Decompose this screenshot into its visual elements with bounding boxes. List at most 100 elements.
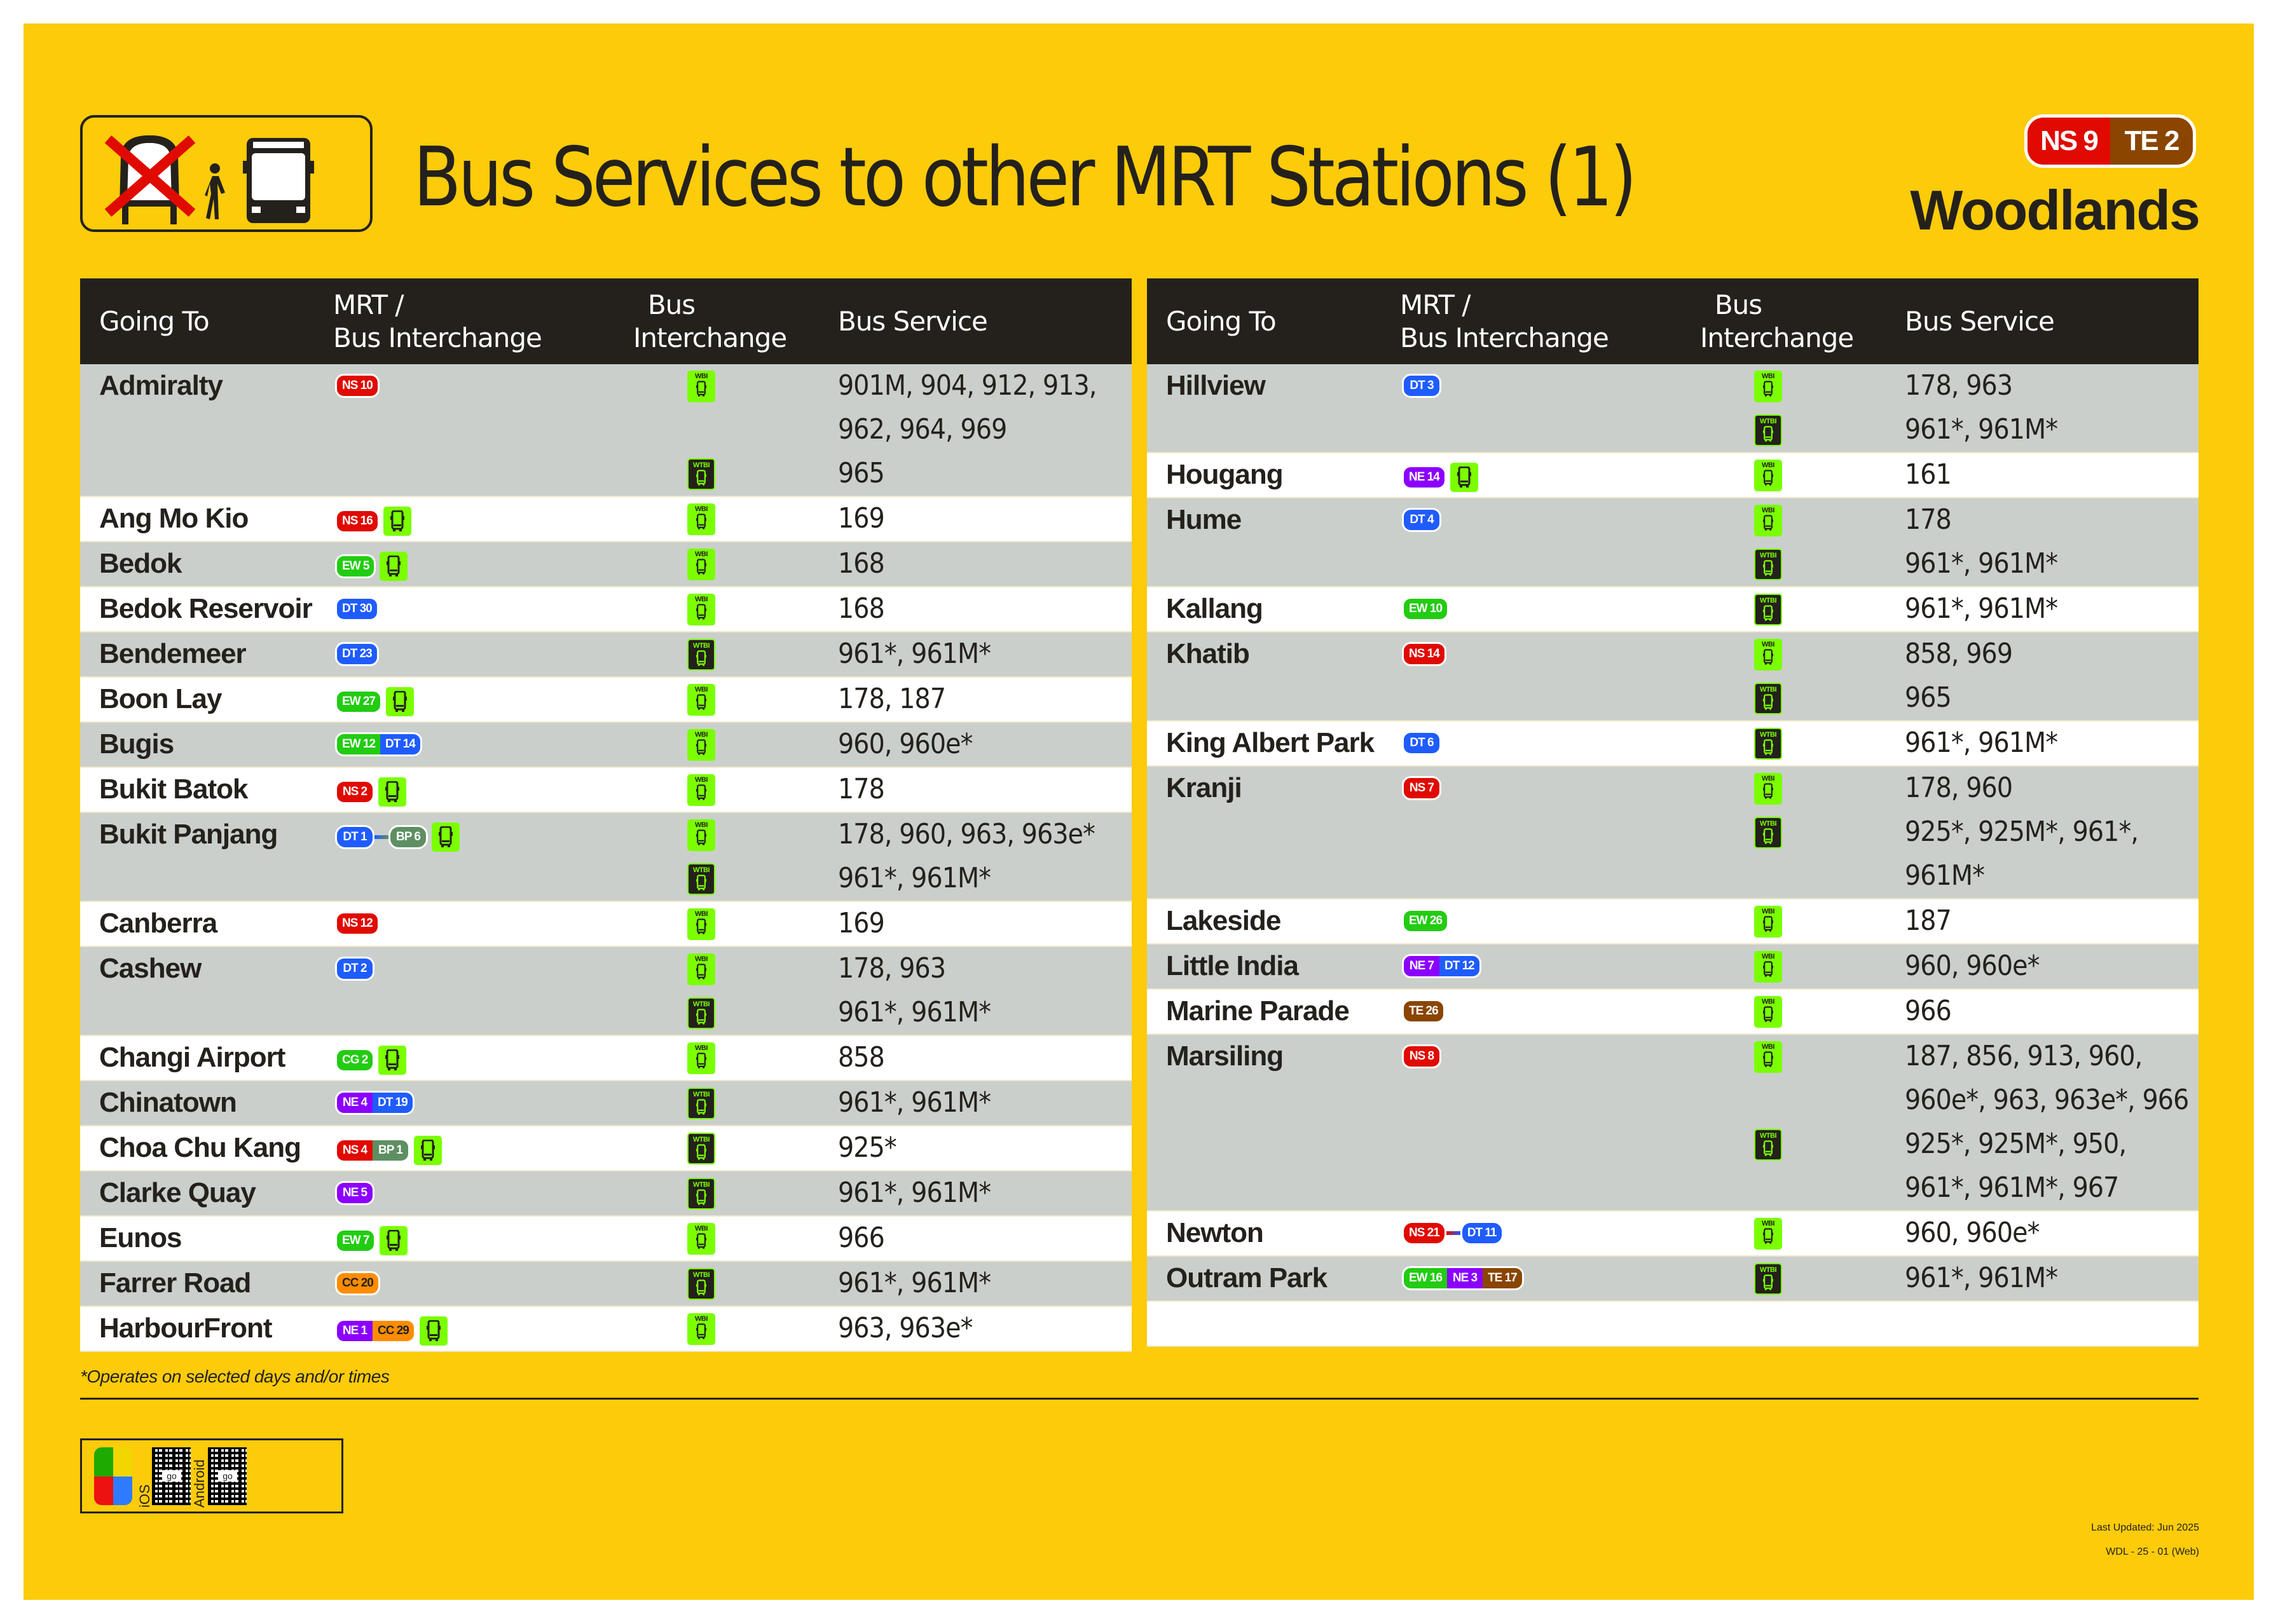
bus-interchange-icon [386, 687, 415, 716]
mrt-codes: EW 26 [1402, 909, 1450, 933]
badge-group: DT 3 [1402, 374, 1441, 398]
wbi-bus-icon: WBI [687, 819, 715, 851]
table-row: HarbourFront NE 1 CC 29 WBI 963, 963e* [80, 1307, 1132, 1352]
row-line: Ang Mo Kio NS 16 WBI 169 [80, 497, 1132, 541]
col-bus-line2: Interchange [1700, 322, 1854, 353]
col-mrt-line1: MRT / [1400, 289, 1471, 320]
badge-group: NS 7 [1402, 776, 1441, 800]
wbi-bus-icon: WBI [687, 1223, 715, 1255]
col-mrt-interchange: MRT / Bus Interchange [1400, 289, 1609, 355]
row-line: Bedok EW 5 WBI 168 [80, 542, 1132, 586]
station-code-te: TE 2 [2110, 118, 2193, 165]
wbi-bus-icon: WBI [687, 371, 715, 402]
col-bus-interchange: Bus Interchange [1700, 289, 1854, 355]
bus-interchange-icon [1450, 463, 1478, 492]
row-line: Marine Parade TE 26 WBI 966 [1147, 990, 2199, 1034]
table-row: Outram Park EW 16 NE 3 TE 17 WTBI 961*, 961M* [1147, 1257, 2199, 1302]
row-line: WTBI 925*, 925M*, 950, [1147, 1122, 2199, 1166]
destination-name: Marine Parade [1166, 995, 1350, 1027]
station-code-badge: NE 1 [337, 1321, 373, 1341]
interchange-label: WTBI [692, 461, 710, 469]
destination-name: Hillview [1166, 370, 1266, 401]
station-code-badge: NS 12 [337, 913, 378, 934]
badge-group: NS 14 [1402, 642, 1446, 666]
destination-name: Bendemeer [99, 638, 247, 669]
table-row: Bedok Reservoir DT 30 WBI 168 [80, 587, 1132, 632]
destination-name: Changi Airport [99, 1042, 285, 1073]
badge-group: EW 7 [335, 1229, 376, 1253]
row-line: Cashew DT 2 WBI 178, 963 [80, 947, 1132, 991]
ios-qr-code[interactable]: go [152, 1447, 191, 1505]
station-code-badge: EW 27 [337, 692, 381, 712]
bus-service-numbers: 961*, 961M* [838, 1086, 991, 1119]
row-line [1147, 1302, 2199, 1346]
bus-service-numbers: 963, 963e* [838, 1312, 973, 1344]
row-line: WTBI 965 [1147, 676, 2199, 720]
android-qr-code[interactable]: go [208, 1447, 247, 1505]
badge-group: EW 10 [1402, 597, 1450, 621]
no-train-walk-to-bus-icon [80, 115, 373, 232]
bus-service-numbers: 960e*, 963, 963e*, 966 [1905, 1084, 2189, 1116]
badge-group: DT 2 [335, 957, 374, 981]
row-line: HarbourFront NE 1 CC 29 WBI 963, 963e* [80, 1307, 1132, 1351]
mrt-codes: CG 2 [335, 1046, 407, 1075]
destination-name: Farrer Road [99, 1267, 251, 1299]
station-code-badge: EW 12 [337, 734, 381, 754]
badge-group: DT 1 [335, 825, 374, 849]
wtbi-bus-icon: WTBI [1754, 1263, 1782, 1295]
wtbi-bus-icon: WTBI [687, 1133, 715, 1164]
mrt-codes: NE 1 CC 29 [335, 1316, 448, 1346]
interchange-label: WBI [1762, 461, 1774, 469]
bus-service-numbers: 966 [1905, 995, 1952, 1027]
bus-service-numbers: 966 [838, 1222, 885, 1254]
interchange-label: WBI [695, 550, 708, 558]
bus-interchange-icon [378, 1046, 407, 1075]
wbi-bus-icon: WBI [1754, 906, 1782, 938]
station-code-badge: DT 23 [337, 644, 377, 664]
doc-code: WDL - 25 - 01 (Web) [2106, 1546, 2199, 1557]
row-line: Chinatown NE 4 DT 19 WTBI 961*, 961M* [80, 1081, 1132, 1125]
station-code-badge: CG 2 [337, 1050, 373, 1070]
interchange-label: WBI [695, 686, 708, 693]
table-row: Choa Chu Kang NS 4 BP 1 WTBI 925* [80, 1126, 1132, 1171]
station-code-badge: NE 3 [1447, 1268, 1483, 1288]
wtbi-bus-icon: WTBI [1754, 594, 1782, 625]
station-code-badge: EW 10 [1404, 599, 1448, 619]
bus-service-numbers: 961*, 961M* [1905, 413, 2058, 446]
destination-name: Bedok [99, 548, 182, 579]
station-code-badge: BP 6 [390, 827, 426, 847]
interchange-label: WBI [695, 955, 708, 963]
table-row: Admiralty NS 10 WBI 901M, 904, 912, 913, 962… [80, 364, 1132, 497]
badge-group: EW 27 [335, 690, 383, 714]
bus-service-numbers: 960, 960e* [838, 728, 973, 760]
row-line: 961M* [1147, 854, 2199, 898]
table-row: Lakeside EW 26 WBI 187 [1147, 899, 2199, 945]
interchange-label: WBI [695, 1315, 708, 1323]
mrt-codes: NE 5 [335, 1181, 374, 1205]
last-updated: Last Updated: Jun 2025 [2091, 1522, 2199, 1533]
table-row: Ang Mo Kio NS 16 WBI 169 [80, 497, 1132, 542]
linked-station-badges: NS 21 DT 11 [1402, 1221, 1504, 1245]
bus-service-numbers: 178, 187 [838, 683, 946, 715]
station-code-badge: EW 5 [337, 556, 374, 577]
station-code-badge: NS 21 [1404, 1223, 1444, 1243]
mrt-codes: NS 4 BP 1 [335, 1136, 442, 1165]
badge-group: DT 30 [335, 597, 379, 621]
station-code-badge: DT 2 [337, 959, 373, 979]
badge-group: NS 10 [335, 374, 380, 398]
mrt-codes: NS 8 [1402, 1044, 1441, 1068]
table-row: Bukit Batok NS 2 WBI 178 [80, 768, 1132, 813]
mrt-codes: EW 5 [335, 552, 408, 581]
row-line: Hougang NE 14 WBI 161 [1147, 453, 2199, 497]
row-line: Clarke Quay NE 5 WTBI 961*, 961M* [80, 1171, 1132, 1215]
badge-group: NS 16 [335, 509, 380, 533]
table-row: Changi Airport CG 2 WBI 858 [80, 1036, 1132, 1081]
destination-name: Hougang [1166, 459, 1284, 490]
station-code-badge: DT 12 [1439, 956, 1479, 976]
row-line: Outram Park EW 16 NE 3 TE 17 WTBI 961*, 961M* [1147, 1257, 2199, 1300]
table-row: Bendemeer DT 23 WTBI 961*, 961M* [80, 632, 1132, 678]
station-code-badge: TE 26 [1404, 1001, 1443, 1021]
interchange-label: WTBI [1759, 820, 1777, 828]
mrt-codes: NS 7 [1402, 776, 1441, 800]
destination-name: Boon Lay [99, 683, 222, 714]
